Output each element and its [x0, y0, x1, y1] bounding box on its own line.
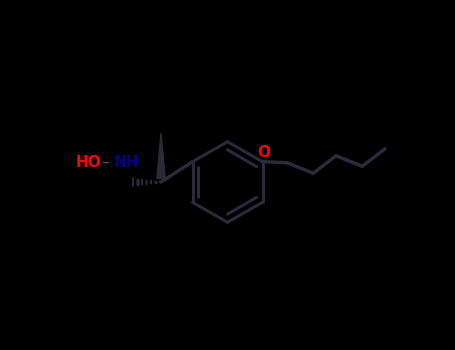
Text: O: O	[258, 145, 271, 160]
Text: –: –	[101, 155, 109, 170]
Text: HO: HO	[75, 155, 101, 170]
Polygon shape	[157, 133, 165, 178]
Text: NH: NH	[114, 155, 139, 170]
